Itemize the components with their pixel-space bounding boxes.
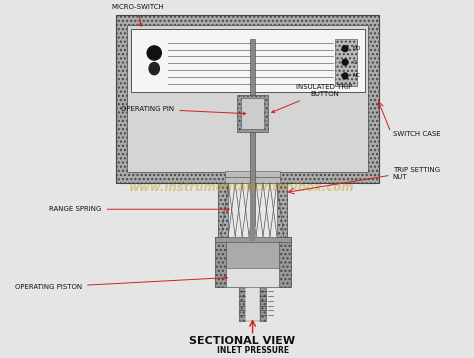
- Bar: [237, 95, 268, 132]
- Bar: [225, 177, 280, 183]
- Ellipse shape: [146, 45, 162, 61]
- Text: NC: NC: [353, 73, 361, 78]
- Ellipse shape: [148, 62, 160, 76]
- Text: OPERATING PISTON: OPERATING PISTON: [15, 276, 228, 290]
- Bar: [239, 287, 245, 321]
- Bar: [260, 287, 266, 321]
- Text: SECTIONAL VIEW: SECTIONAL VIEW: [189, 335, 295, 345]
- Bar: [250, 183, 255, 241]
- Circle shape: [342, 59, 348, 65]
- Text: MICRO-SWITCH: MICRO-SWITCH: [111, 4, 164, 26]
- Bar: [215, 237, 291, 242]
- Text: SWITCH CASE: SWITCH CASE: [393, 131, 440, 137]
- Circle shape: [342, 73, 348, 79]
- Text: INSULATED TRIP
BUTTON: INSULATED TRIP BUTTON: [272, 84, 353, 112]
- Bar: [245, 287, 260, 321]
- Bar: [219, 183, 228, 237]
- Bar: [241, 98, 264, 129]
- Bar: [279, 237, 291, 287]
- Text: C: C: [353, 60, 356, 65]
- Bar: [127, 25, 368, 172]
- Bar: [225, 171, 280, 177]
- Bar: [335, 39, 357, 86]
- Bar: [215, 237, 226, 287]
- Bar: [116, 15, 379, 183]
- Text: NO: NO: [353, 46, 361, 51]
- Bar: [250, 39, 255, 226]
- Bar: [228, 183, 277, 237]
- Bar: [131, 29, 365, 92]
- Bar: [277, 183, 287, 237]
- Circle shape: [342, 46, 348, 52]
- Bar: [226, 242, 279, 287]
- Text: OPERATING PIN: OPERATING PIN: [121, 106, 246, 115]
- Bar: [226, 268, 279, 287]
- Text: TRIP SETTING
NUT: TRIP SETTING NUT: [393, 167, 440, 180]
- Text: INLET PRESSURE: INLET PRESSURE: [217, 345, 289, 354]
- Text: www.instrumentationtoolbox.com: www.instrumentationtoolbox.com: [129, 181, 355, 194]
- Text: RANGE SPRING: RANGE SPRING: [49, 206, 229, 212]
